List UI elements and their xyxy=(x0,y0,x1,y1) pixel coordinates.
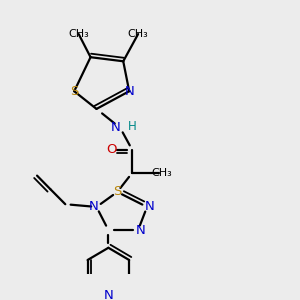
Text: N: N xyxy=(145,200,155,213)
Text: O: O xyxy=(106,143,117,156)
Text: N: N xyxy=(89,200,99,213)
Text: CH₃: CH₃ xyxy=(128,29,148,39)
Text: CH₃: CH₃ xyxy=(68,29,89,39)
Text: N: N xyxy=(111,122,121,134)
Text: N: N xyxy=(124,85,134,98)
Text: N: N xyxy=(103,289,113,300)
Text: S: S xyxy=(113,185,122,199)
Text: CH₃: CH₃ xyxy=(152,168,172,178)
Text: N: N xyxy=(136,224,146,237)
Text: H: H xyxy=(128,120,136,133)
Text: S: S xyxy=(70,85,78,98)
